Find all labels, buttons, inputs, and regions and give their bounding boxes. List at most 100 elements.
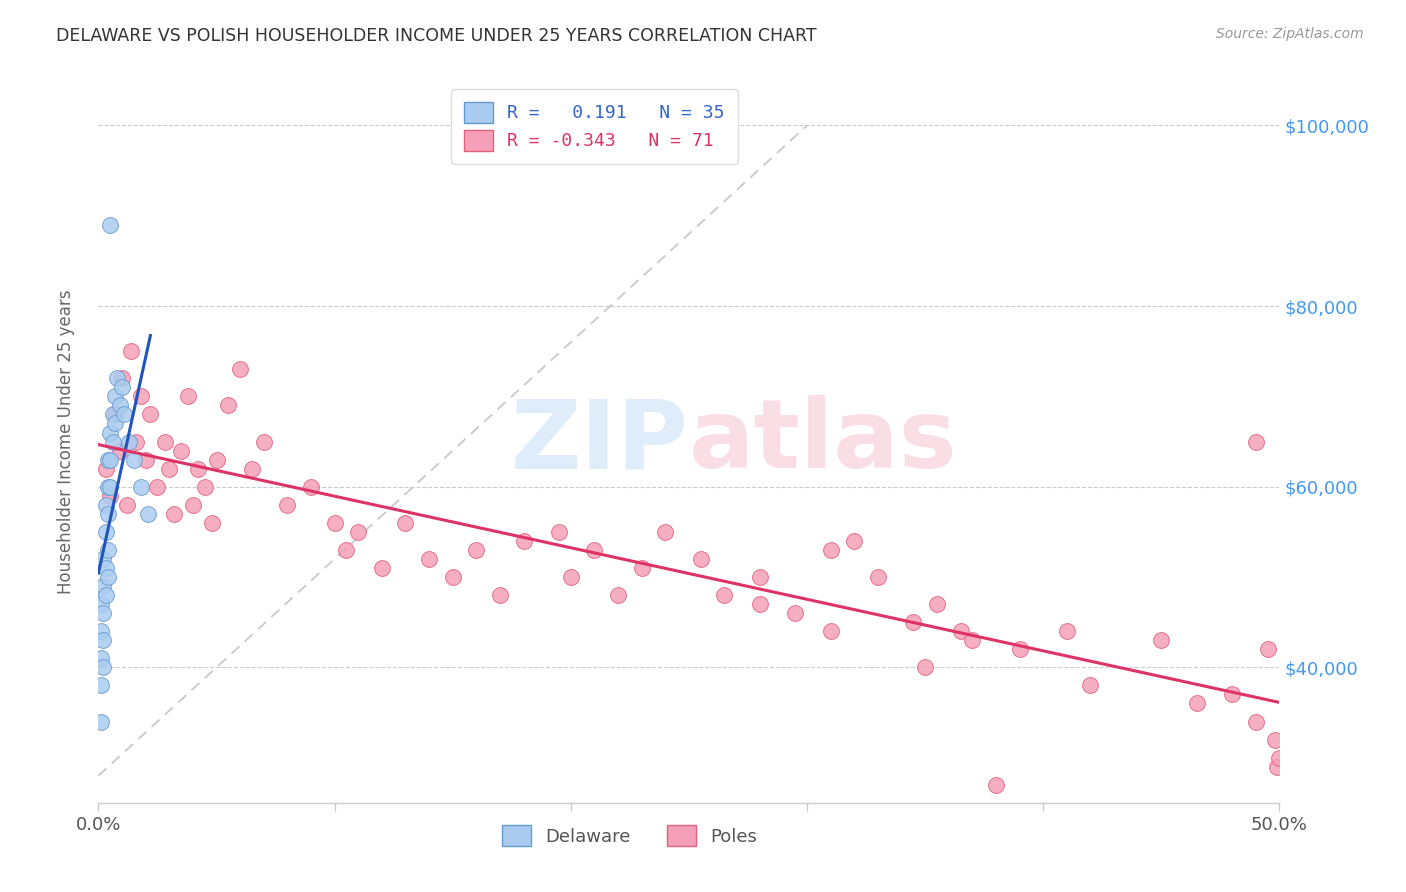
Point <box>104 417 127 431</box>
Point <box>121 344 143 359</box>
Point <box>335 542 357 557</box>
Point <box>844 533 866 548</box>
Point <box>299 480 322 494</box>
Point <box>90 624 112 639</box>
Point <box>94 461 117 475</box>
Point <box>101 408 124 422</box>
Point <box>1257 642 1279 657</box>
Point <box>548 524 571 539</box>
Point <box>111 371 134 385</box>
Point <box>1080 678 1102 692</box>
Point <box>984 778 1007 792</box>
Point <box>91 633 114 648</box>
Point <box>607 588 630 602</box>
Point <box>748 597 770 611</box>
Point <box>1244 714 1267 729</box>
Point <box>181 498 204 512</box>
Point <box>94 498 117 512</box>
Point <box>94 588 117 602</box>
Point <box>713 588 735 602</box>
Text: atlas: atlas <box>689 395 957 488</box>
Point <box>394 516 416 530</box>
Point <box>108 443 131 458</box>
Y-axis label: Householder Income Under 25 years: Householder Income Under 25 years <box>56 289 75 594</box>
Point <box>90 714 112 729</box>
Point <box>97 507 120 521</box>
Point <box>583 542 606 557</box>
Point <box>91 579 114 593</box>
Point <box>112 408 135 422</box>
Point <box>135 452 157 467</box>
Point <box>1185 697 1208 711</box>
Point <box>97 452 120 467</box>
Point <box>163 507 186 521</box>
Point <box>1244 434 1267 449</box>
Point <box>136 507 159 521</box>
Text: Source: ZipAtlas.com: Source: ZipAtlas.com <box>1216 27 1364 41</box>
Point <box>90 678 112 692</box>
Point <box>129 389 152 403</box>
Point <box>1264 732 1286 747</box>
Point <box>187 461 209 475</box>
Point <box>820 542 842 557</box>
Point <box>512 533 534 548</box>
Point <box>689 552 711 566</box>
Point <box>97 570 120 584</box>
Point <box>1150 633 1173 648</box>
Point <box>98 489 121 503</box>
Point <box>371 561 394 575</box>
Point <box>91 606 114 620</box>
Point <box>139 408 162 422</box>
Point <box>418 552 440 566</box>
Point <box>465 542 488 557</box>
Point <box>101 434 124 449</box>
Text: DELAWARE VS POLISH HOUSEHOLDER INCOME UNDER 25 YEARS CORRELATION CHART: DELAWARE VS POLISH HOUSEHOLDER INCOME UN… <box>56 27 817 45</box>
Point <box>866 570 889 584</box>
Point <box>201 516 224 530</box>
Point <box>90 651 112 665</box>
Point <box>90 597 112 611</box>
Point <box>157 461 180 475</box>
Point <box>1268 750 1291 764</box>
Point <box>347 524 370 539</box>
Point <box>217 398 239 412</box>
Point <box>962 633 984 648</box>
Point <box>115 498 138 512</box>
Point <box>129 480 152 494</box>
Point <box>205 452 228 467</box>
Point <box>194 480 217 494</box>
Point <box>122 452 145 467</box>
Point <box>276 498 298 512</box>
Point <box>91 660 114 674</box>
Point <box>98 452 121 467</box>
Text: ZIP: ZIP <box>510 395 689 488</box>
Point <box>229 362 252 376</box>
Point <box>125 434 148 449</box>
Point <box>118 434 141 449</box>
Legend: Delaware, Poles: Delaware, Poles <box>489 813 770 859</box>
Point <box>914 660 936 674</box>
Point <box>98 480 121 494</box>
Point <box>1008 642 1031 657</box>
Point <box>146 480 169 494</box>
Point <box>489 588 512 602</box>
Point <box>97 480 120 494</box>
Point <box>654 524 676 539</box>
Point <box>925 597 948 611</box>
Point <box>170 443 193 458</box>
Point <box>748 570 770 584</box>
Point <box>560 570 582 584</box>
Point <box>177 389 200 403</box>
Point <box>98 218 121 232</box>
Point <box>1220 687 1243 701</box>
Point <box>323 516 346 530</box>
Point <box>94 561 117 575</box>
Point <box>98 425 121 440</box>
Point <box>108 398 131 412</box>
Point <box>111 380 134 394</box>
Point <box>91 552 114 566</box>
Point <box>785 606 807 620</box>
Point <box>903 615 925 630</box>
Point <box>1265 759 1288 773</box>
Point <box>94 524 117 539</box>
